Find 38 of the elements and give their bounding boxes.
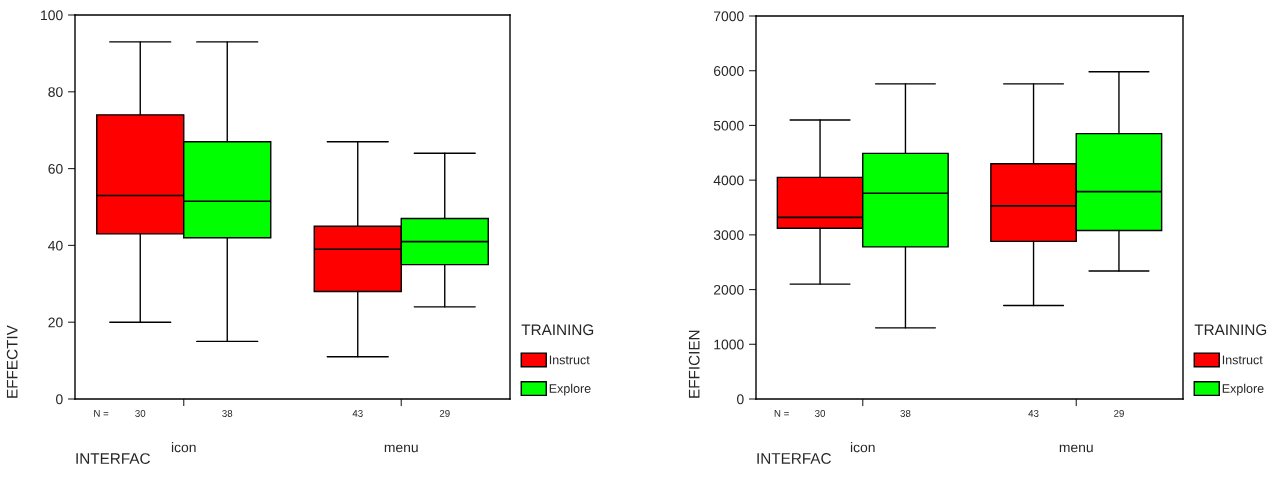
legend-title: TRAINING xyxy=(1194,324,1267,336)
x-tick-label: menu xyxy=(384,444,418,453)
y-tick-label: 4000 xyxy=(713,175,744,186)
text: N = xyxy=(774,410,789,417)
text: 43 xyxy=(1028,410,1039,417)
text: 29 xyxy=(1114,410,1124,417)
text: 38 xyxy=(222,410,233,417)
y-tick-label: 0 xyxy=(737,394,744,405)
y-axis-title: EFFICIEN xyxy=(688,330,700,398)
y-tick-label: 80 xyxy=(48,87,63,97)
legend-title: TRAINING xyxy=(521,324,594,336)
legend-label: Instruct xyxy=(1222,355,1263,365)
y-tick-label: 0 xyxy=(56,394,63,405)
y-tick-label: 2000 xyxy=(714,284,744,295)
x-axis-title: INTERFAC xyxy=(757,453,831,464)
text: N = xyxy=(94,410,109,417)
text: 29 xyxy=(439,410,450,417)
legend-label: Explore xyxy=(549,383,591,396)
x-tick-label: icon xyxy=(171,442,196,453)
text: 30 xyxy=(815,410,826,417)
y-tick-label: 3000 xyxy=(713,230,744,241)
text: 30 xyxy=(135,410,146,417)
y-tick-label: 20 xyxy=(48,317,63,328)
x-tick-label: icon xyxy=(850,442,875,453)
y-tick-label: 6000 xyxy=(714,66,744,76)
y-axis-title: EFFECTIV xyxy=(6,325,18,398)
legend-label: Explore xyxy=(1222,383,1264,396)
y-tick-label: 7000 xyxy=(714,11,744,22)
y-tick-label: 100 xyxy=(41,10,63,21)
y-tick-label: 5000 xyxy=(713,120,744,131)
legend-label: Instruct xyxy=(549,355,590,365)
x-tick-label: menu xyxy=(1059,444,1093,453)
x-axis-title: INTERFAC xyxy=(76,453,150,464)
y-tick-label: 1000 xyxy=(714,339,744,350)
text: 43 xyxy=(352,410,363,417)
y-tick-label: 40 xyxy=(48,240,63,251)
text: 38 xyxy=(900,410,911,417)
y-tick-label: 60 xyxy=(48,163,63,174)
